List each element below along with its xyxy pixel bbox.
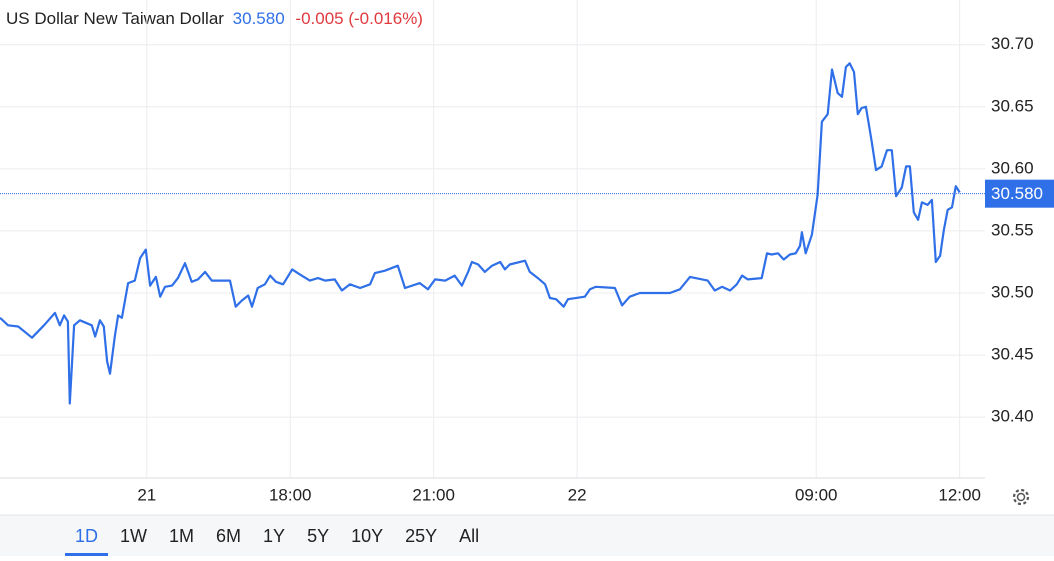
price-line	[0, 62, 961, 405]
x-tick-label: 21:00	[412, 485, 455, 504]
y-tick-label: 30.50	[991, 282, 1034, 301]
range-button[interactable]: 1M	[169, 526, 194, 546]
settings-icon[interactable]	[1012, 488, 1030, 506]
price-label: 30.580	[991, 184, 1043, 203]
active-range-underline	[65, 553, 109, 556]
range-button[interactable]: 1Y	[263, 526, 285, 546]
chart-header: US Dollar New Taiwan Dollar 30.580 -0.00…	[6, 9, 423, 28]
range-button[interactable]: 5Y	[307, 526, 329, 546]
y-tick-label: 30.45	[991, 345, 1034, 364]
range-button[interactable]: 1D	[75, 526, 98, 546]
x-tick-label: 09:00	[795, 485, 838, 504]
y-tick-label: 30.40	[991, 407, 1034, 426]
chart-title: US Dollar New Taiwan Dollar	[6, 9, 224, 28]
price: 30.580	[233, 9, 285, 28]
range-button[interactable]: 6M	[216, 526, 241, 546]
x-tick-label: 18:00	[269, 485, 312, 504]
range-button[interactable]: 25Y	[405, 526, 437, 546]
range-button[interactable]: 1W	[120, 526, 147, 546]
x-tick-label: 22	[568, 485, 587, 504]
range-button[interactable]: 10Y	[351, 526, 383, 546]
change: -0.005 (-0.016%)	[295, 9, 423, 28]
y-tick-label: 30.70	[991, 34, 1034, 53]
x-tick-label: 21	[137, 485, 156, 504]
y-tick-label: 30.60	[991, 158, 1034, 177]
range-button[interactable]: All	[459, 526, 479, 546]
y-tick-label: 30.65	[991, 96, 1034, 115]
y-tick-label: 30.55	[991, 220, 1034, 239]
range-bar	[0, 515, 1054, 556]
price-label-box	[985, 179, 1054, 208]
x-tick-label: 12:00	[938, 485, 981, 504]
